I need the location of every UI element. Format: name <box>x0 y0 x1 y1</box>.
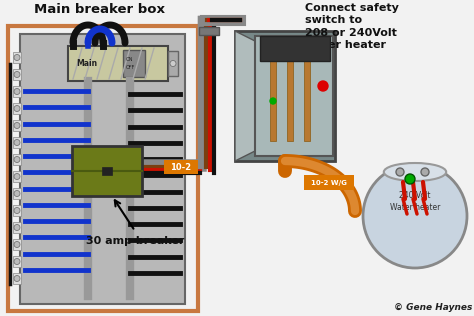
FancyBboxPatch shape <box>164 160 198 174</box>
Text: OFF: OFF <box>126 65 135 70</box>
Circle shape <box>14 156 20 162</box>
Circle shape <box>14 71 20 77</box>
Bar <box>235 31 335 161</box>
Circle shape <box>14 54 20 60</box>
Circle shape <box>396 168 404 176</box>
Bar <box>13 222 21 233</box>
Bar <box>13 137 21 148</box>
Bar <box>270 56 276 141</box>
Bar <box>123 50 145 77</box>
Text: © Gene Haynes: © Gene Haynes <box>393 303 472 312</box>
Bar <box>72 146 142 196</box>
Text: Water heater: Water heater <box>390 204 440 212</box>
Circle shape <box>170 60 176 66</box>
Circle shape <box>14 123 20 129</box>
Circle shape <box>363 164 467 268</box>
Text: ON: ON <box>126 57 134 62</box>
Bar <box>287 56 293 141</box>
Bar <box>13 103 21 114</box>
Circle shape <box>14 241 20 247</box>
Circle shape <box>421 168 429 176</box>
Circle shape <box>14 224 20 230</box>
Bar <box>13 188 21 199</box>
Circle shape <box>14 88 20 94</box>
Text: 10-2: 10-2 <box>171 162 191 172</box>
Bar <box>13 171 21 182</box>
Bar <box>199 27 219 35</box>
Circle shape <box>318 81 328 91</box>
Bar <box>13 86 21 97</box>
Text: 30 amp breaker: 30 amp breaker <box>86 236 184 246</box>
Bar <box>255 36 333 156</box>
Text: Connect safety
switch to
208 or 240Volt
water heater: Connect safety switch to 208 or 240Volt … <box>305 3 399 50</box>
Polygon shape <box>235 31 255 161</box>
Text: Main breaker box: Main breaker box <box>35 3 165 16</box>
Bar <box>260 36 330 61</box>
Bar <box>13 205 21 216</box>
Circle shape <box>14 276 20 282</box>
Bar <box>13 239 21 250</box>
Circle shape <box>14 139 20 145</box>
Circle shape <box>14 208 20 214</box>
Circle shape <box>14 258 20 264</box>
Text: Main: Main <box>76 59 97 68</box>
Circle shape <box>14 191 20 197</box>
Text: 10-2 W/G: 10-2 W/G <box>311 179 347 185</box>
FancyBboxPatch shape <box>304 175 354 190</box>
Bar <box>304 56 310 141</box>
Bar <box>8 26 198 311</box>
Bar <box>13 120 21 131</box>
Circle shape <box>405 174 415 184</box>
Circle shape <box>14 106 20 112</box>
Circle shape <box>270 98 276 104</box>
Bar <box>68 46 168 81</box>
Bar <box>13 52 21 63</box>
Bar <box>13 256 21 267</box>
Ellipse shape <box>384 163 446 181</box>
Bar <box>13 273 21 284</box>
Bar <box>168 51 178 76</box>
Bar <box>20 34 185 304</box>
Bar <box>13 69 21 80</box>
Text: 240 Volt: 240 Volt <box>399 191 431 200</box>
Bar <box>102 167 112 175</box>
Circle shape <box>14 173 20 179</box>
Bar <box>13 154 21 165</box>
